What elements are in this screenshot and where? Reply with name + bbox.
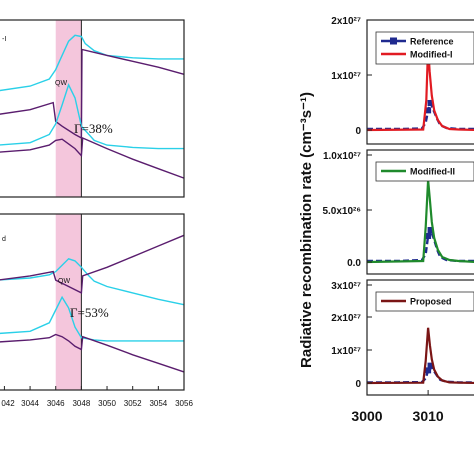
- left-bottom-annotation: Γ=53%: [70, 305, 109, 320]
- reference-marker: [425, 107, 432, 114]
- legend-marker: [390, 37, 397, 45]
- reference-marker: [427, 227, 434, 233]
- right-rb-series-proposed: [366, 327, 474, 385]
- left-lt-series-line-1: [0, 48, 185, 140]
- left-bottom-band-label: QW: [58, 278, 70, 285]
- left-lb-series-line-2: [0, 295, 184, 342]
- right-middle-yticks: 0.0 5.0x10²⁶ 1.0x10²⁷: [322, 151, 372, 269]
- left-lb-series-line-1: [0, 234, 185, 294]
- left-bottom-xtick-label: 3054: [149, 399, 167, 408]
- legend-box: [375, 31, 474, 65]
- left-bottom-frame: [0, 213, 185, 391]
- left-lt-series-line-0: [0, 34, 184, 92]
- left-lb-series-line-0: [0, 258, 185, 306]
- right-ytick-label: 0.0: [347, 258, 361, 269]
- left-bottom-xtick-label: 3046: [47, 399, 65, 408]
- left-top-frame: [0, 19, 185, 198]
- right-bottom-legend: Proposed: [375, 291, 474, 312]
- right-ytick-label: 1x10²⁷: [331, 71, 361, 82]
- left-bottom-title-fragment: d: [2, 236, 6, 243]
- left-bottom-xtick-label: 3048: [72, 399, 90, 408]
- right-rm-series-reference: [367, 226, 474, 263]
- left-bottom-lines: [0, 234, 185, 373]
- left-top-band-label: QW: [55, 80, 67, 87]
- right-top-lines: [366, 46, 474, 132]
- right-ytick-label: 0: [355, 379, 361, 390]
- reference-marker: [427, 362, 434, 369]
- reference-marker: [425, 367, 432, 374]
- right-y-axis-label: Radiative recombination rate (cm⁻³s⁻¹): [298, 92, 315, 368]
- left-top-title-fragment: -I: [2, 36, 6, 43]
- right-top-yticks: 0 1x10²⁷ 2x10²⁷: [331, 16, 372, 137]
- right-bottom-xticks: 3000 3010: [351, 390, 444, 424]
- left-bottom-xtick-label: 3056: [175, 399, 193, 408]
- left-lt-series-line-3: [0, 136, 185, 179]
- right-bottom-yticks: 0 1x10²⁷ 2x10²⁷ 3x10²⁷: [331, 281, 372, 390]
- right-rt-series-reference: [367, 99, 474, 131]
- right-middle-panel: 0.0 5.0x10²⁶ 1.0x10²⁷ Modified-II: [322, 149, 474, 275]
- left-panels: -I QW Γ=38% d QW Γ=53% 042 3044 3046 3048 30…: [0, 19, 193, 408]
- legend-entry-label: Modified-I: [410, 50, 453, 60]
- right-ytick-label: 2x10²⁷: [331, 313, 361, 324]
- right-ytick-label: 0: [355, 126, 361, 137]
- right-middle-legend: Modified-II: [375, 161, 474, 182]
- left-top-lines: [0, 34, 185, 179]
- right-bottom-frame: [366, 279, 474, 396]
- right-rm-series-modified-ii: [366, 179, 474, 264]
- right-bottom-lines: [366, 327, 474, 385]
- left-bottom-panel: d QW Γ=53% 042 3044 3046 3048 3050 3052 3054 30…: [0, 213, 193, 408]
- left-top-panel: -I QW Γ=38%: [0, 19, 185, 198]
- left-bottom-xtick-label: 3044: [21, 399, 39, 408]
- right-middle-frame: [366, 149, 474, 275]
- reference-marker: [425, 233, 432, 239]
- right-bottom-panel: 0 1x10²⁷ 2x10²⁷ 3x10²⁷ Proposed 3000 3010: [331, 279, 474, 424]
- legend-entry-label: Proposed: [410, 297, 452, 307]
- legend-box: [375, 161, 474, 182]
- right-middle-lines: [366, 179, 474, 264]
- left-bottom-xticks: 042 3044 3046 3048 3050 3052 3054 3056: [1, 386, 193, 408]
- right-ytick-label: 1.0x10²⁷: [323, 151, 361, 162]
- right-top-panel: 0 1x10²⁷ 2x10²⁷ Reference Modified-I: [331, 16, 474, 145]
- right-top-legend: Reference Modified-I: [375, 31, 474, 65]
- right-xtick-label: 3000: [351, 408, 382, 424]
- left-bottom-xtick-label: 3052: [124, 399, 142, 408]
- right-xtick-label: 3010: [413, 408, 444, 424]
- legend-entry-label: Reference: [410, 37, 454, 47]
- left-lt-series-line-2: [0, 83, 184, 150]
- left-lb-series-line-3: [0, 333, 185, 373]
- right-top-frame: [366, 19, 474, 145]
- left-bottom-xtick-label: 3050: [98, 399, 116, 408]
- right-ytick-label: 2x10²⁷: [331, 16, 361, 27]
- right-ytick-label: 3x10²⁷: [331, 281, 361, 292]
- right-rb-series-reference: [367, 363, 474, 384]
- left-top-annotation: Γ=38%: [74, 121, 113, 136]
- right-ytick-label: 1x10²⁷: [331, 346, 361, 357]
- right-ytick-label: 5.0x10²⁶: [322, 206, 361, 217]
- reference-marker: [427, 100, 434, 106]
- legend-box: [375, 291, 474, 312]
- legend-entry-label: Modified-II: [410, 167, 455, 177]
- left-bottom-xtick-label: 042: [1, 399, 15, 408]
- right-rt-series-modified-i: [366, 46, 474, 132]
- right-panels: Radiative recombination rate (cm⁻³s⁻¹) 0…: [298, 16, 474, 424]
